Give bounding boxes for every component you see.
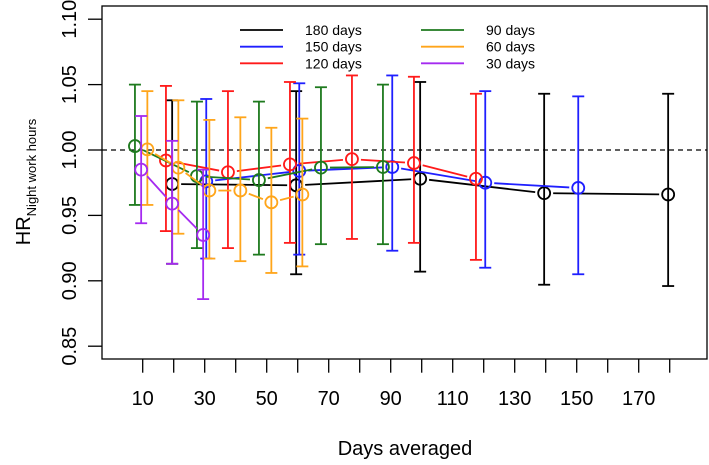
x-tick-label: 90 [380,388,402,410]
legend-item: 120 days [240,55,362,71]
series-line-segment [494,183,569,187]
x-tick-label: 150 [560,388,593,410]
legend-item: 90 days [421,22,535,38]
y-axis: 0.85 0.90 0.95 1.00 1.05 1.10 [59,0,102,366]
series-line-segment [249,194,263,199]
x-tick-label: 10 [132,388,154,410]
legend-item: 60 days [421,39,535,55]
series-line-segment [553,193,659,194]
series-line-segment [178,210,196,229]
y-axis-label: HRNight work hours [13,118,39,245]
y-tick-label: 0.90 [59,261,81,300]
legend-item: 30 days [421,55,535,71]
legend-label: 60 days [486,39,535,55]
y-axis-label-sub: Night work hours [24,118,39,216]
series-group [129,75,674,299]
y-tick-label: 0.95 [59,196,81,235]
x-axis: 10 30 50 70 90 110 130 150 170 [132,359,670,410]
x-tick-label: 130 [498,388,531,410]
legend-item: 180 days [240,22,362,38]
y-tick-label: 1.00 [59,131,81,170]
series-line-segment [147,176,166,197]
y-tick-label: 0.85 [59,327,81,366]
x-axis-label: Days averaged [338,438,473,460]
x-tick-label: 50 [256,388,278,410]
x-tick-label: 110 [437,388,469,410]
legend-label: 30 days [486,55,535,71]
y-tick-label: 1.10 [59,0,81,39]
series-line-segment [280,197,294,200]
legend-label: 150 days [305,39,362,55]
x-tick-label: 30 [194,388,216,410]
series-line-segment [423,165,468,176]
legend-item: 150 days [240,39,362,55]
legend-label: 120 days [305,55,362,71]
y-tick-label: 1.05 [59,65,81,104]
legend-label: 90 days [486,22,535,38]
x-tick-label: 170 [622,388,655,410]
y-axis-label-main: HR [13,216,35,245]
plot-frame [102,6,707,359]
legend-label: 180 days [305,22,362,38]
series-line-segment [401,169,476,182]
x-tick-label: 70 [318,388,340,410]
